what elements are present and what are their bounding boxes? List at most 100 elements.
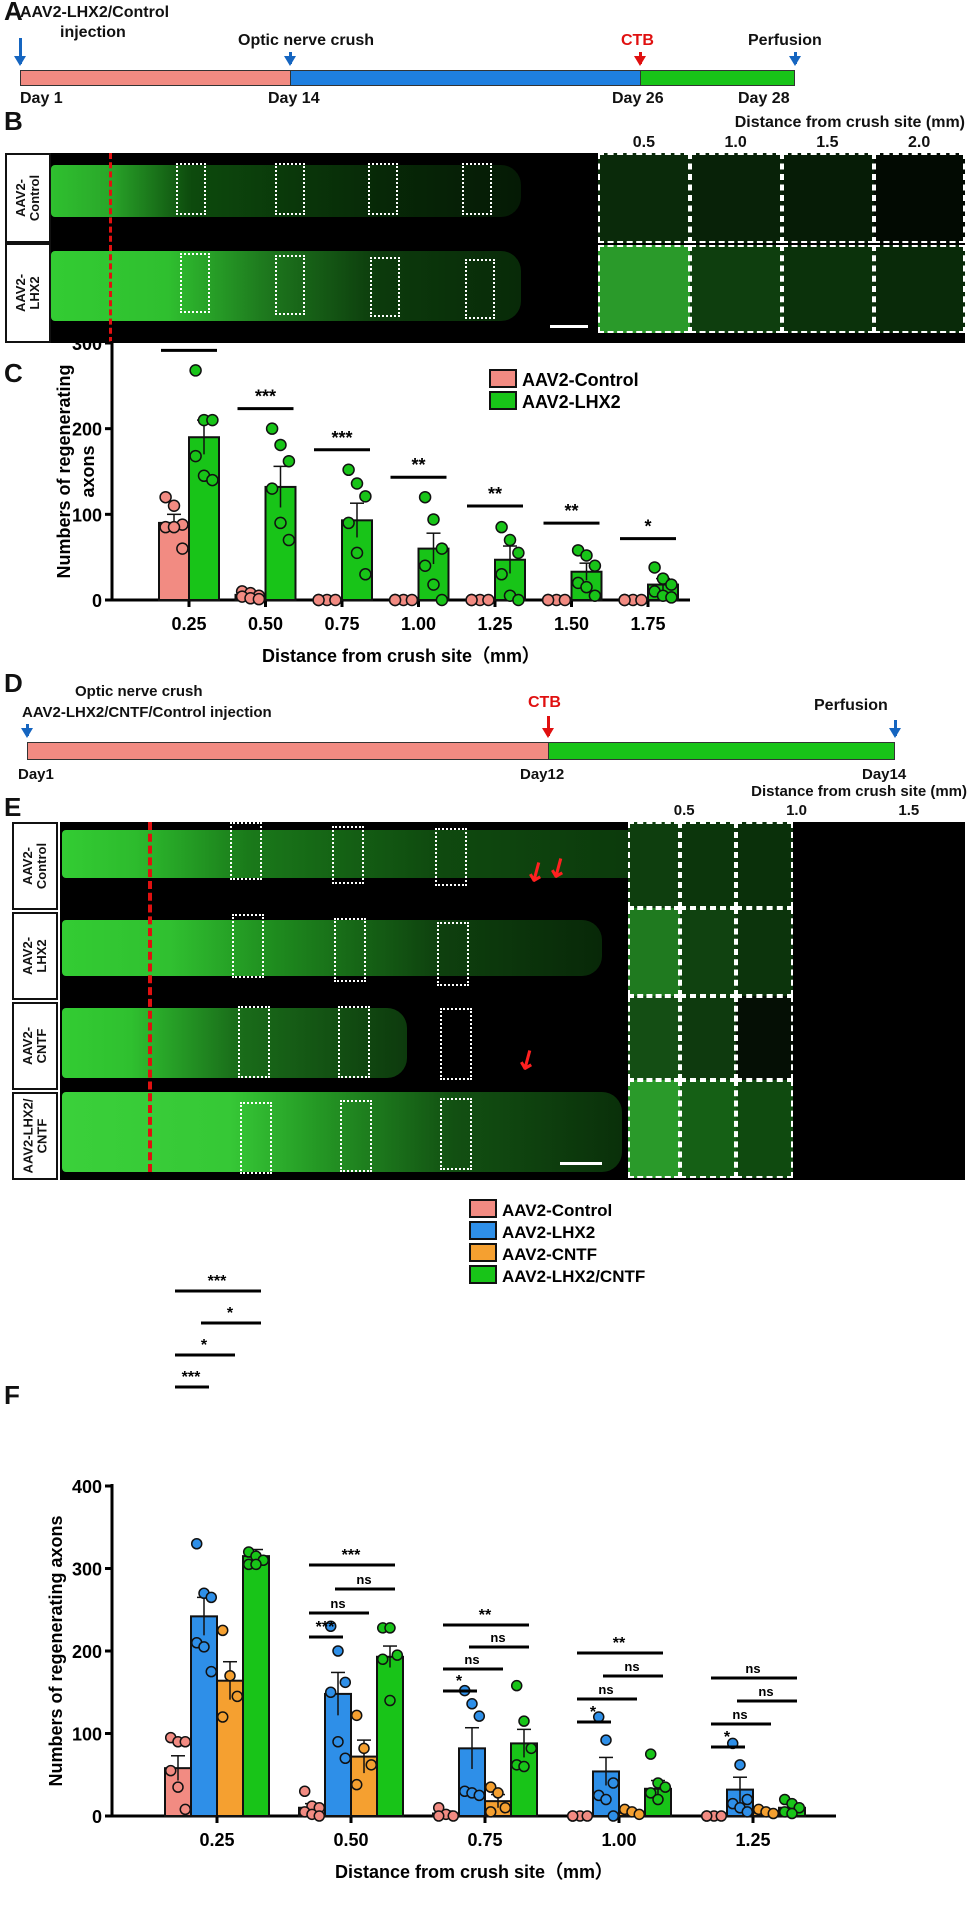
- significance-label: *: [590, 1704, 597, 1721]
- row-label-text: AAV2- Control: [20, 842, 49, 890]
- data-point: [167, 520, 181, 534]
- data-point: [499, 1802, 512, 1814]
- row-label-lhx2-cntf: AAV2-LHX2/ CNTF: [12, 1092, 58, 1180]
- data-point: [495, 520, 508, 534]
- legend-swatch: [489, 391, 517, 410]
- data-point: [159, 490, 172, 504]
- data-point: [741, 1793, 754, 1806]
- data-point: [427, 578, 440, 591]
- y-tick-label: 300: [72, 334, 102, 354]
- arrow-down-icon: [284, 52, 296, 66]
- data-point: [339, 1676, 352, 1689]
- roi-box: [368, 163, 398, 215]
- legend-swatch: [489, 369, 517, 388]
- data-point: [265, 422, 279, 435]
- nerve-control: [51, 165, 521, 217]
- day-label: Day12: [520, 766, 565, 783]
- x-tick-label: 0.50: [333, 1830, 368, 1850]
- data-point: [665, 578, 678, 591]
- nerve-control: [62, 830, 682, 878]
- roi-box: [332, 826, 364, 884]
- significance-label: *: [227, 1305, 234, 1322]
- data-point: [216, 1624, 229, 1637]
- panel-label-d: D: [4, 668, 23, 698]
- roi-box: [465, 259, 495, 319]
- significance-label: **: [564, 501, 578, 521]
- inset-image: [680, 908, 736, 996]
- data-point: [741, 1806, 754, 1818]
- day-label: Day 1: [20, 90, 63, 107]
- data-point: [298, 1785, 311, 1797]
- inset-image: [736, 908, 793, 996]
- roi-box: [230, 822, 262, 880]
- roi-box: [370, 257, 400, 317]
- inset-image: [736, 996, 793, 1080]
- x-tick-label: 1.75: [630, 614, 665, 634]
- data-point: [715, 1810, 728, 1822]
- panel-label-a: A: [4, 0, 23, 26]
- data-point: [282, 454, 296, 468]
- inset-image: [598, 153, 690, 243]
- data-point: [465, 593, 478, 607]
- data-point: [635, 593, 648, 607]
- data-point: [179, 1803, 192, 1816]
- roi-box: [275, 255, 305, 315]
- data-point: [656, 572, 670, 585]
- distance-ticks-e: 0.5 1.0 1.5: [628, 802, 965, 819]
- data-point: [581, 1810, 594, 1822]
- event-crush-label-d: Optic nerve crush: [75, 683, 203, 700]
- data-point: [435, 593, 449, 607]
- scale-bar: [550, 325, 588, 328]
- x-tick-label: 1.25: [735, 1830, 770, 1850]
- timeline-segment-ctb: [549, 743, 894, 759]
- data-point: [512, 593, 525, 607]
- x-tick-label: 0.50: [248, 614, 283, 634]
- significance-label: ns: [356, 1572, 371, 1587]
- significance-label: ns: [490, 1630, 505, 1645]
- roi-box: [232, 914, 264, 978]
- roi-box: [435, 828, 467, 886]
- significance-label: ***: [182, 1369, 201, 1386]
- data-point: [384, 1694, 396, 1707]
- x-tick-label: 0.75: [467, 1830, 502, 1850]
- y-tick-label: 100: [72, 1725, 102, 1745]
- data-point: [473, 1710, 486, 1722]
- significance-label: *: [644, 517, 651, 537]
- inset-image: [782, 245, 874, 333]
- data-point: [274, 438, 287, 452]
- data-point: [179, 1736, 192, 1748]
- data-point: [492, 1787, 504, 1799]
- nerve-lhx2: [62, 920, 602, 976]
- inset-image: [680, 1080, 736, 1178]
- data-point: [466, 1698, 478, 1710]
- data-point: [652, 1793, 664, 1806]
- data-point: [329, 593, 342, 607]
- arrow-down-icon: [21, 724, 33, 738]
- roi-box: [176, 163, 206, 215]
- distance-title-b: Distance from crush site (mm): [734, 114, 965, 131]
- data-point: [189, 449, 202, 463]
- event-crush-label: Optic nerve crush: [238, 32, 375, 49]
- data-point: [265, 482, 279, 495]
- data-point: [700, 1810, 713, 1822]
- data-point: [164, 1764, 177, 1777]
- crush-site-line: [109, 153, 112, 343]
- bar-chart-c: 0 100 200 300 0.25 0.50 0.75 1.00 1.25 1.50 1.75 Di…: [54, 330, 690, 665]
- data-point: [580, 580, 593, 594]
- inset-image: [628, 996, 680, 1080]
- roi-box: [440, 1098, 472, 1170]
- significance-label: *: [456, 1673, 463, 1690]
- roi-box: [180, 253, 210, 313]
- y-tick-label: 100: [72, 505, 102, 525]
- x-tick-label: 1.25: [477, 614, 512, 634]
- inset-image: [680, 996, 736, 1080]
- data-point: [359, 568, 372, 581]
- data-point: [405, 593, 419, 607]
- data-point: [350, 1778, 363, 1791]
- data-point: [350, 477, 364, 490]
- data-point: [510, 1679, 523, 1692]
- inset-image: [874, 153, 965, 243]
- significance-label: ***: [342, 1547, 361, 1564]
- x-axis-title: Distance from crush site（mm）: [262, 646, 540, 665]
- data-point: [365, 1759, 378, 1771]
